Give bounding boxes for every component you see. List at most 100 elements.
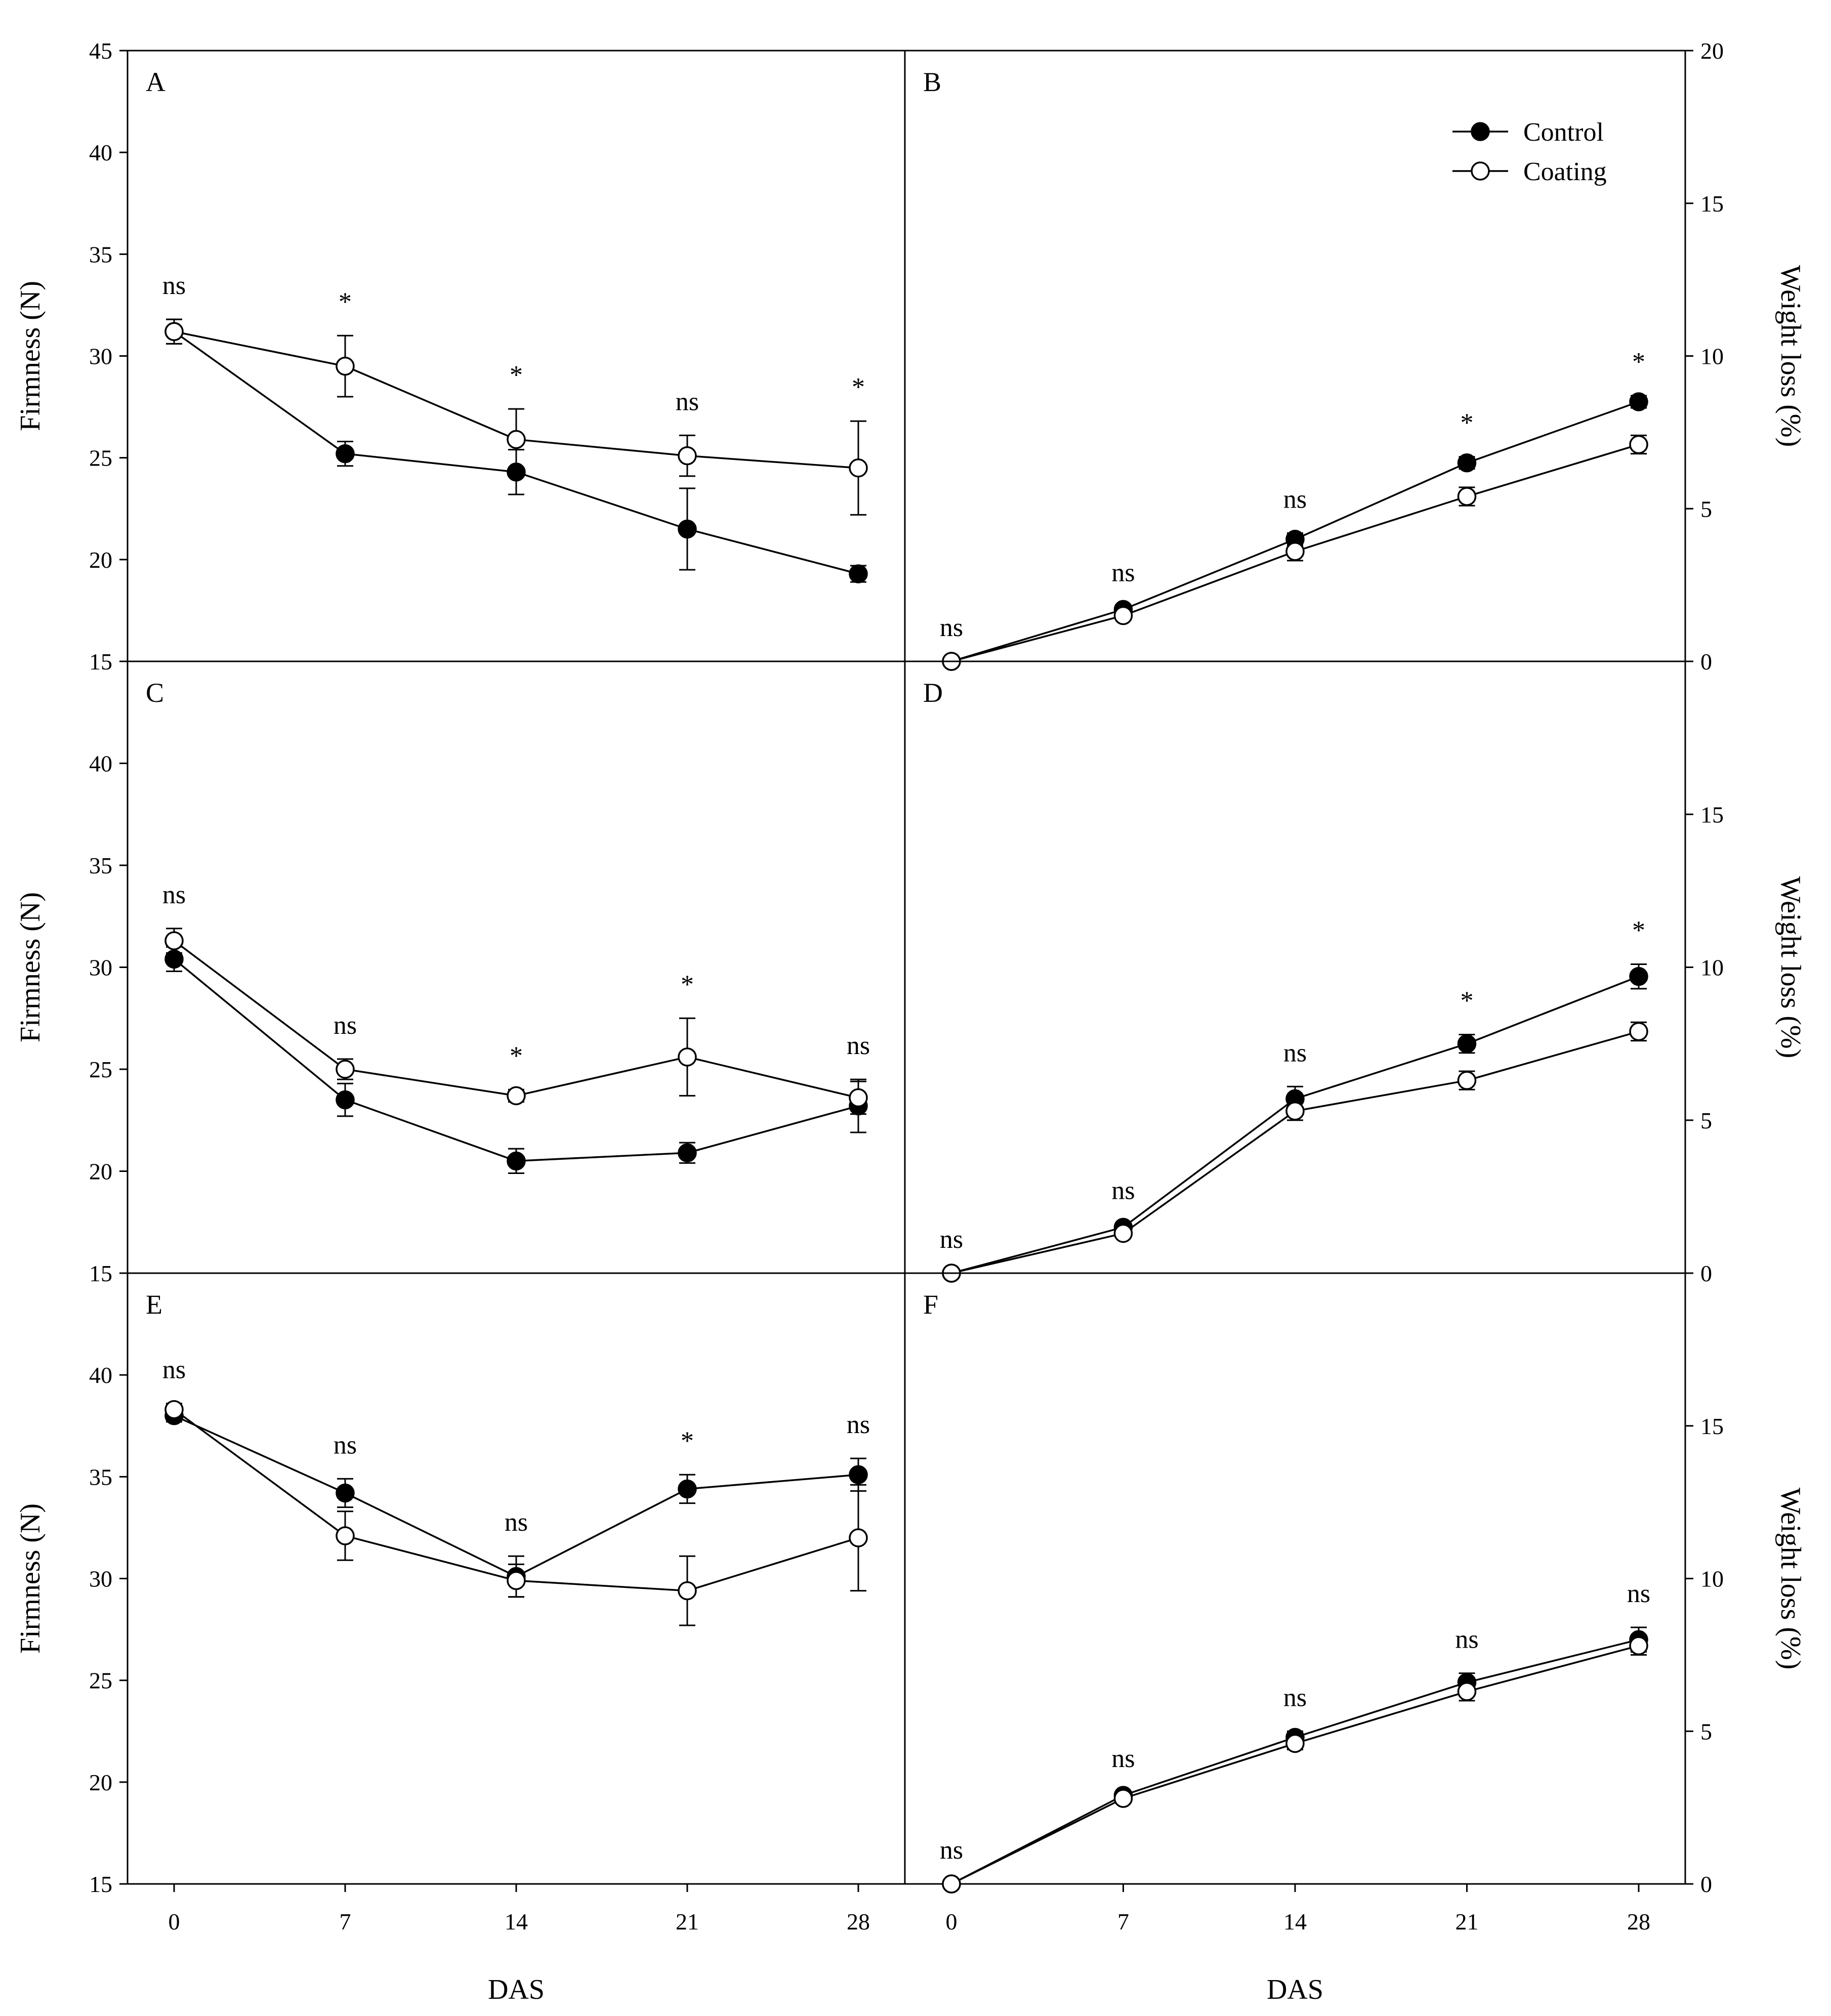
y-tick-label: 0 <box>1700 1871 1712 1897</box>
data-point <box>507 430 526 449</box>
data-point <box>1629 1636 1648 1656</box>
data-point <box>336 356 355 376</box>
significance-label: ns <box>1111 1744 1135 1773</box>
data-point <box>678 1143 697 1162</box>
y-tick-label: 15 <box>1700 191 1724 217</box>
significance-label: * <box>681 1426 694 1455</box>
significance-label: * <box>1632 348 1645 376</box>
legend: Control Coating <box>1452 118 1607 186</box>
data-point <box>336 1090 355 1110</box>
y-axis-title: Weight loss (%) <box>1775 1488 1806 1669</box>
significance-label: * <box>339 287 352 316</box>
significance-label: * <box>1461 409 1474 438</box>
data-point <box>1285 1734 1305 1753</box>
data-point <box>849 458 868 478</box>
x-tick-label: 21 <box>1455 1909 1479 1935</box>
significance-label: ns <box>162 880 186 909</box>
data-point <box>336 1526 355 1545</box>
data-point <box>849 1528 868 1547</box>
significance-label: ns <box>847 1410 870 1439</box>
significance-label: ns <box>676 387 699 416</box>
legend-entry: Coating <box>1523 157 1607 186</box>
significance-label: ns <box>1283 485 1307 514</box>
data-point <box>1457 1034 1477 1054</box>
y-tick-label: 5 <box>1700 1108 1712 1133</box>
y-tick-label: 25 <box>89 1057 112 1082</box>
significance-label: * <box>681 970 694 999</box>
series-coating <box>164 1400 868 1626</box>
significance-label: * <box>510 1041 523 1070</box>
y-tick-label: 30 <box>89 1566 112 1592</box>
series-coating <box>164 318 868 516</box>
data-point <box>336 1060 355 1079</box>
data-point <box>1457 487 1477 506</box>
significance-label: ns <box>1111 558 1135 587</box>
y-tick-label: 25 <box>89 1668 112 1694</box>
y-axis-title: Weight loss (%) <box>1775 265 1806 447</box>
panel-letter: B <box>923 67 941 97</box>
x-tick-label: 28 <box>847 1909 870 1935</box>
data-point <box>1457 1071 1477 1090</box>
series-coating <box>942 434 1648 671</box>
legend-marker <box>1471 122 1490 141</box>
y-tick-label: 20 <box>89 1770 112 1795</box>
y-tick-label: 40 <box>89 140 112 165</box>
x-tick-label: 14 <box>1283 1909 1307 1935</box>
data-point <box>942 1874 961 1894</box>
data-point <box>507 1086 526 1106</box>
y-tick-label: 10 <box>1700 955 1724 981</box>
panel-f: 0 5 10 15 Weight loss (%) F 0 7 14 21 28 DAS ns ns ns n… <box>904 1272 1806 2005</box>
data-point <box>507 1571 526 1590</box>
significance-label: * <box>1461 986 1474 1015</box>
significance-label: ns <box>1283 1683 1307 1712</box>
data-point <box>1629 1022 1648 1041</box>
panel-a: 15 20 25 30 35 40 45 Firmness (N) Ans * * ns * <box>15 38 906 675</box>
panel-letter: D <box>923 678 943 708</box>
x-tick-label: 7 <box>1117 1909 1129 1935</box>
y-axis-title: Firmness (N) <box>15 281 46 431</box>
y-tick-label: 10 <box>1700 344 1724 369</box>
panel-letter: F <box>923 1289 938 1320</box>
significance-label: ns <box>1627 1579 1650 1608</box>
x-tick-label: 7 <box>340 1909 351 1935</box>
data-point <box>336 1483 355 1503</box>
significance-label: ns <box>1111 1176 1135 1205</box>
data-point <box>678 1479 697 1499</box>
data-point <box>678 446 697 466</box>
data-point <box>1629 967 1648 986</box>
panel-letter: E <box>146 1289 162 1320</box>
y-tick-label: 40 <box>89 751 112 777</box>
data-point <box>849 564 868 583</box>
data-point <box>849 1088 868 1108</box>
y-axis-title: Firmness (N) <box>15 1503 46 1654</box>
y-tick-label: 0 <box>1700 1261 1712 1286</box>
y-tick-label: 5 <box>1700 496 1712 522</box>
data-point <box>1629 392 1648 411</box>
data-point <box>678 1047 697 1067</box>
x-tick-label: 0 <box>169 1909 180 1935</box>
legend-marker <box>1471 161 1490 181</box>
y-tick-label: 20 <box>89 1159 112 1185</box>
data-point <box>1457 1682 1477 1701</box>
data-point <box>1629 435 1648 454</box>
data-point <box>678 519 697 539</box>
panel-letter: C <box>146 678 164 708</box>
significance-label: ns <box>1283 1038 1307 1067</box>
y-tick-label: 15 <box>89 649 112 675</box>
significance-label: ns <box>505 1508 528 1537</box>
x-axis-title: DAS <box>488 1974 545 2005</box>
significance-label: ns <box>334 1011 357 1040</box>
data-point <box>1285 541 1305 561</box>
data-point <box>849 1465 868 1485</box>
legend-entry: Control <box>1523 118 1604 147</box>
x-axis-title: DAS <box>1267 1974 1323 2005</box>
panel-e: 15 20 25 30 35 40 Firmness (N) E 0 7 14 21 28 DAS ns ns… <box>15 1272 906 2005</box>
y-tick-label: 30 <box>89 344 112 369</box>
data-point <box>507 1151 526 1171</box>
panel-c: 15 20 25 30 35 40 Firmness (N) Cns ns * * ns <box>15 660 906 1286</box>
significance-label: ns <box>162 271 186 300</box>
data-point <box>1113 1224 1133 1243</box>
y-tick-label: 15 <box>89 1871 112 1897</box>
